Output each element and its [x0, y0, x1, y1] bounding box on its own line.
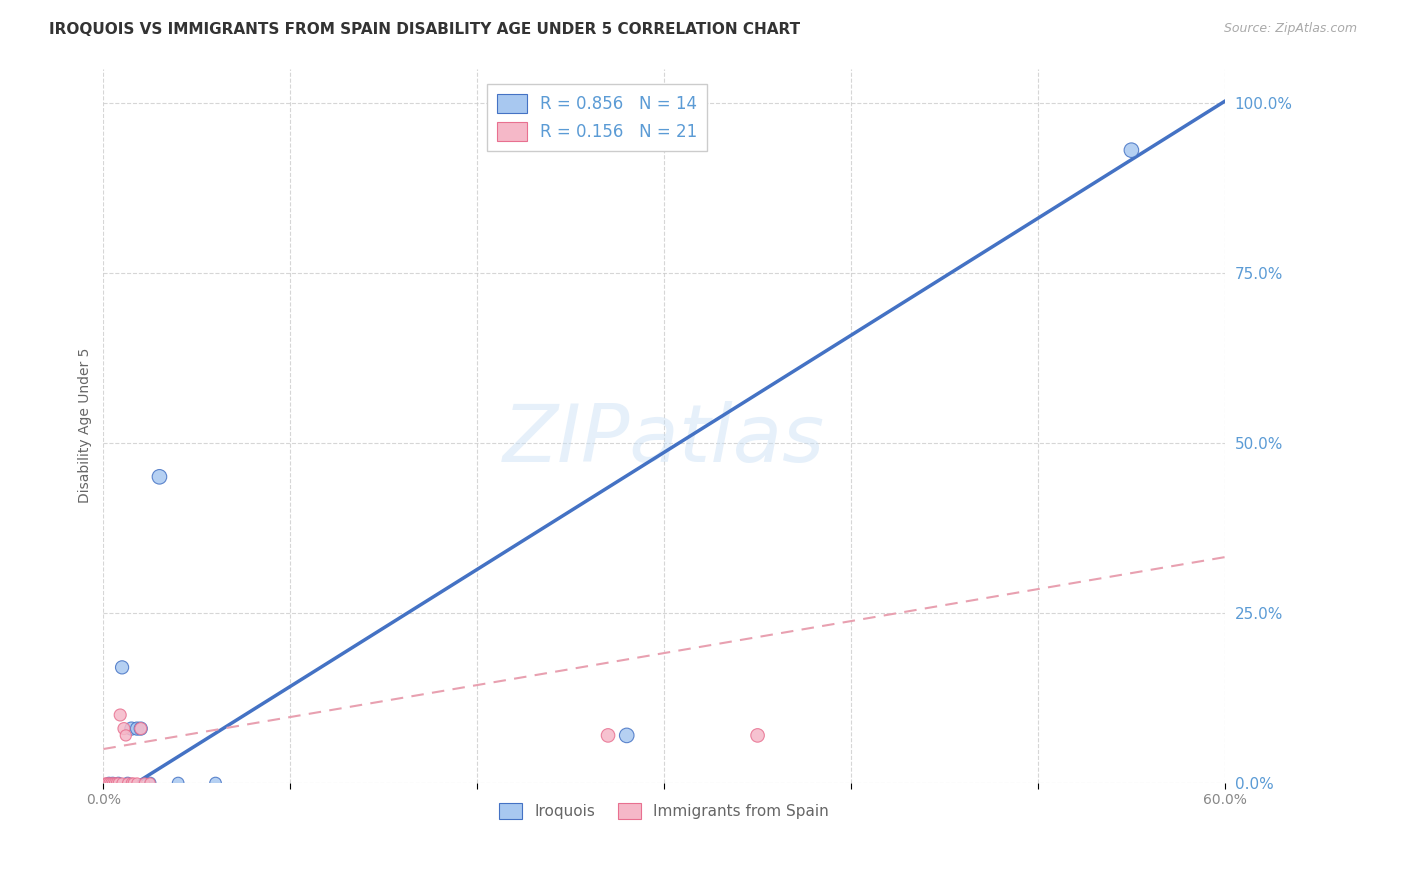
Point — [747, 728, 769, 742]
Point — [94, 776, 117, 790]
Point — [107, 776, 129, 790]
Point — [120, 722, 142, 736]
Point — [98, 776, 121, 790]
Point — [114, 728, 136, 742]
Point — [96, 776, 118, 790]
Point — [125, 722, 148, 736]
Point — [101, 776, 124, 790]
Y-axis label: Disability Age Under 5: Disability Age Under 5 — [79, 348, 93, 503]
Point — [139, 776, 162, 790]
Point — [98, 776, 121, 790]
Point — [104, 776, 127, 790]
Point — [129, 722, 152, 736]
Point — [167, 776, 190, 790]
Point — [616, 728, 638, 742]
Point — [111, 776, 134, 790]
Point — [1121, 143, 1143, 157]
Point — [112, 722, 135, 736]
Point — [204, 776, 226, 790]
Legend: Iroquois, Immigrants from Spain: Iroquois, Immigrants from Spain — [494, 797, 835, 825]
Point — [101, 776, 124, 790]
Point — [125, 776, 148, 790]
Point — [111, 660, 134, 674]
Point — [120, 776, 142, 790]
Text: IROQUOIS VS IMMIGRANTS FROM SPAIN DISABILITY AGE UNDER 5 CORRELATION CHART: IROQUOIS VS IMMIGRANTS FROM SPAIN DISABI… — [49, 22, 800, 37]
Text: ZIPatlas: ZIPatlas — [503, 401, 825, 479]
Point — [148, 470, 170, 484]
Point — [117, 776, 139, 790]
Text: Source: ZipAtlas.com: Source: ZipAtlas.com — [1223, 22, 1357, 36]
Point — [129, 722, 152, 736]
Point — [134, 776, 156, 790]
Point — [108, 708, 131, 723]
Point — [596, 728, 619, 742]
Point — [117, 776, 139, 790]
Point — [105, 776, 128, 790]
Point — [139, 776, 162, 790]
Point — [107, 776, 129, 790]
Point — [122, 776, 145, 790]
Point — [100, 776, 122, 790]
